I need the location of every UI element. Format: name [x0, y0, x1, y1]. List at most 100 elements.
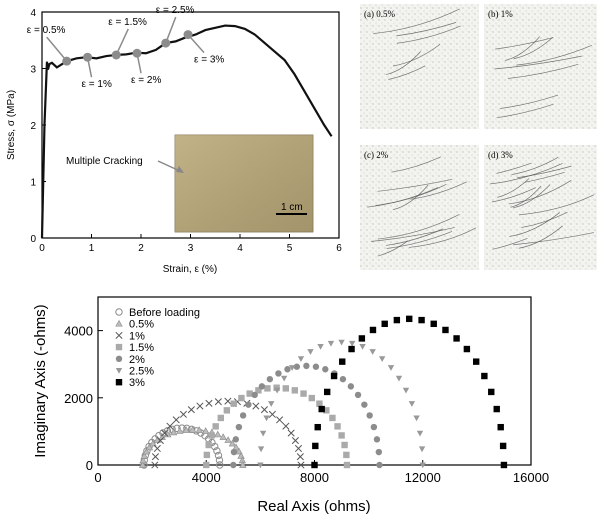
data-point [230, 461, 237, 469]
crack-line [377, 178, 453, 192]
nyquist-points [138, 315, 508, 469]
data-point [153, 444, 161, 453]
strain-marker [111, 50, 121, 60]
crack-line [373, 8, 460, 34]
data-point [413, 415, 420, 422]
data-point [297, 461, 305, 469]
data-point [366, 412, 373, 419]
strain-label: ε = 1% [82, 79, 112, 90]
data-point [381, 320, 388, 328]
nyquist-chart: 0 4000 8000 12000 16000 0 2000 4000 Before load… [32, 296, 549, 515]
data-point [115, 319, 123, 327]
data-point [115, 367, 123, 374]
data-point [216, 461, 224, 469]
data-point [203, 461, 210, 469]
data-point [497, 423, 504, 431]
crack-line [396, 22, 457, 37]
data-point [416, 430, 424, 437]
data-point [418, 446, 426, 453]
y-tick-label: 0 [86, 458, 93, 473]
data-point [373, 436, 381, 443]
data-point [361, 401, 368, 408]
data-point [348, 340, 356, 347]
data-point [235, 447, 243, 455]
crack-panel-a: (a) 0.5% [360, 4, 479, 129]
data-point [453, 335, 460, 342]
data-point [463, 345, 471, 353]
data-point [238, 394, 245, 402]
data-point [359, 343, 366, 350]
stress-strain-markers: ε = 0.5% ε = 1% ε = 1.5% ε = 2% ε = 2.5% ε = … [27, 5, 225, 90]
data-point [317, 343, 324, 350]
strain-label: ε = 0.5% [27, 25, 66, 36]
specimen-photo-shade [175, 135, 313, 232]
crack-line [512, 184, 551, 209]
data-point [393, 316, 401, 324]
data-point [228, 439, 237, 447]
x-tick-label: 4000 [192, 470, 221, 485]
data-point [406, 315, 413, 323]
data-point [156, 437, 164, 445]
crack-line [499, 94, 559, 109]
data-point [291, 437, 299, 445]
data-point [312, 442, 319, 450]
data-point [237, 452, 245, 459]
stress-strain-ylabel: Stress, σ (MPa) [6, 90, 17, 160]
data-point [212, 423, 219, 430]
marker-arrow [115, 28, 129, 56]
x-tick-label: 12000 [405, 470, 441, 485]
crack-line [490, 163, 563, 185]
data-point [419, 462, 426, 469]
crack-panel-d: (d) 3% [484, 145, 597, 270]
data-point [214, 451, 223, 460]
data-point [259, 430, 267, 437]
crack-line [518, 194, 595, 216]
data-point [347, 383, 355, 390]
data-point [334, 423, 341, 430]
crack-line [511, 157, 559, 176]
data-point [493, 405, 500, 413]
data-point [257, 446, 265, 453]
data-point [196, 402, 204, 410]
crack-line [492, 237, 528, 250]
crack-line [518, 225, 563, 249]
crack-panels: (a) 0.5% (b) 1% (c) 2% (d) 3% [360, 4, 597, 270]
data-point [339, 375, 347, 383]
data-point [369, 349, 376, 355]
strain-marker [183, 30, 193, 40]
y-tick-label: 2 [30, 121, 36, 132]
data-point [293, 363, 301, 370]
data-point [140, 452, 149, 459]
crack-line [375, 184, 447, 206]
data-point [339, 358, 346, 365]
data-point [187, 406, 195, 414]
data-point [166, 422, 174, 430]
strain-marker [83, 52, 93, 62]
x-tick-label: 0 [39, 243, 45, 254]
data-point [115, 343, 123, 351]
crack-line [496, 103, 554, 119]
crack-line [491, 187, 536, 203]
data-point [314, 423, 321, 431]
data-point [264, 385, 271, 392]
data-point [189, 425, 197, 433]
y-tick-label: 4000 [64, 324, 93, 339]
x-tick-label: 2 [138, 243, 144, 254]
data-point [348, 345, 355, 353]
legend-label: 2.5% [129, 366, 154, 378]
strain-label: ε = 1.5% [108, 17, 147, 28]
data-point [343, 451, 350, 459]
data-point [176, 427, 184, 434]
data-point [179, 410, 187, 418]
data-point [275, 370, 282, 377]
data-point [257, 462, 264, 469]
data-point [205, 399, 213, 407]
data-point [230, 400, 237, 407]
data-point [488, 388, 495, 396]
data-point [268, 401, 275, 407]
crack-panel-b: (b) 1% [484, 4, 597, 129]
crack-panel-label: (d) 3% [488, 150, 513, 160]
legend-label: 2% [129, 354, 145, 366]
